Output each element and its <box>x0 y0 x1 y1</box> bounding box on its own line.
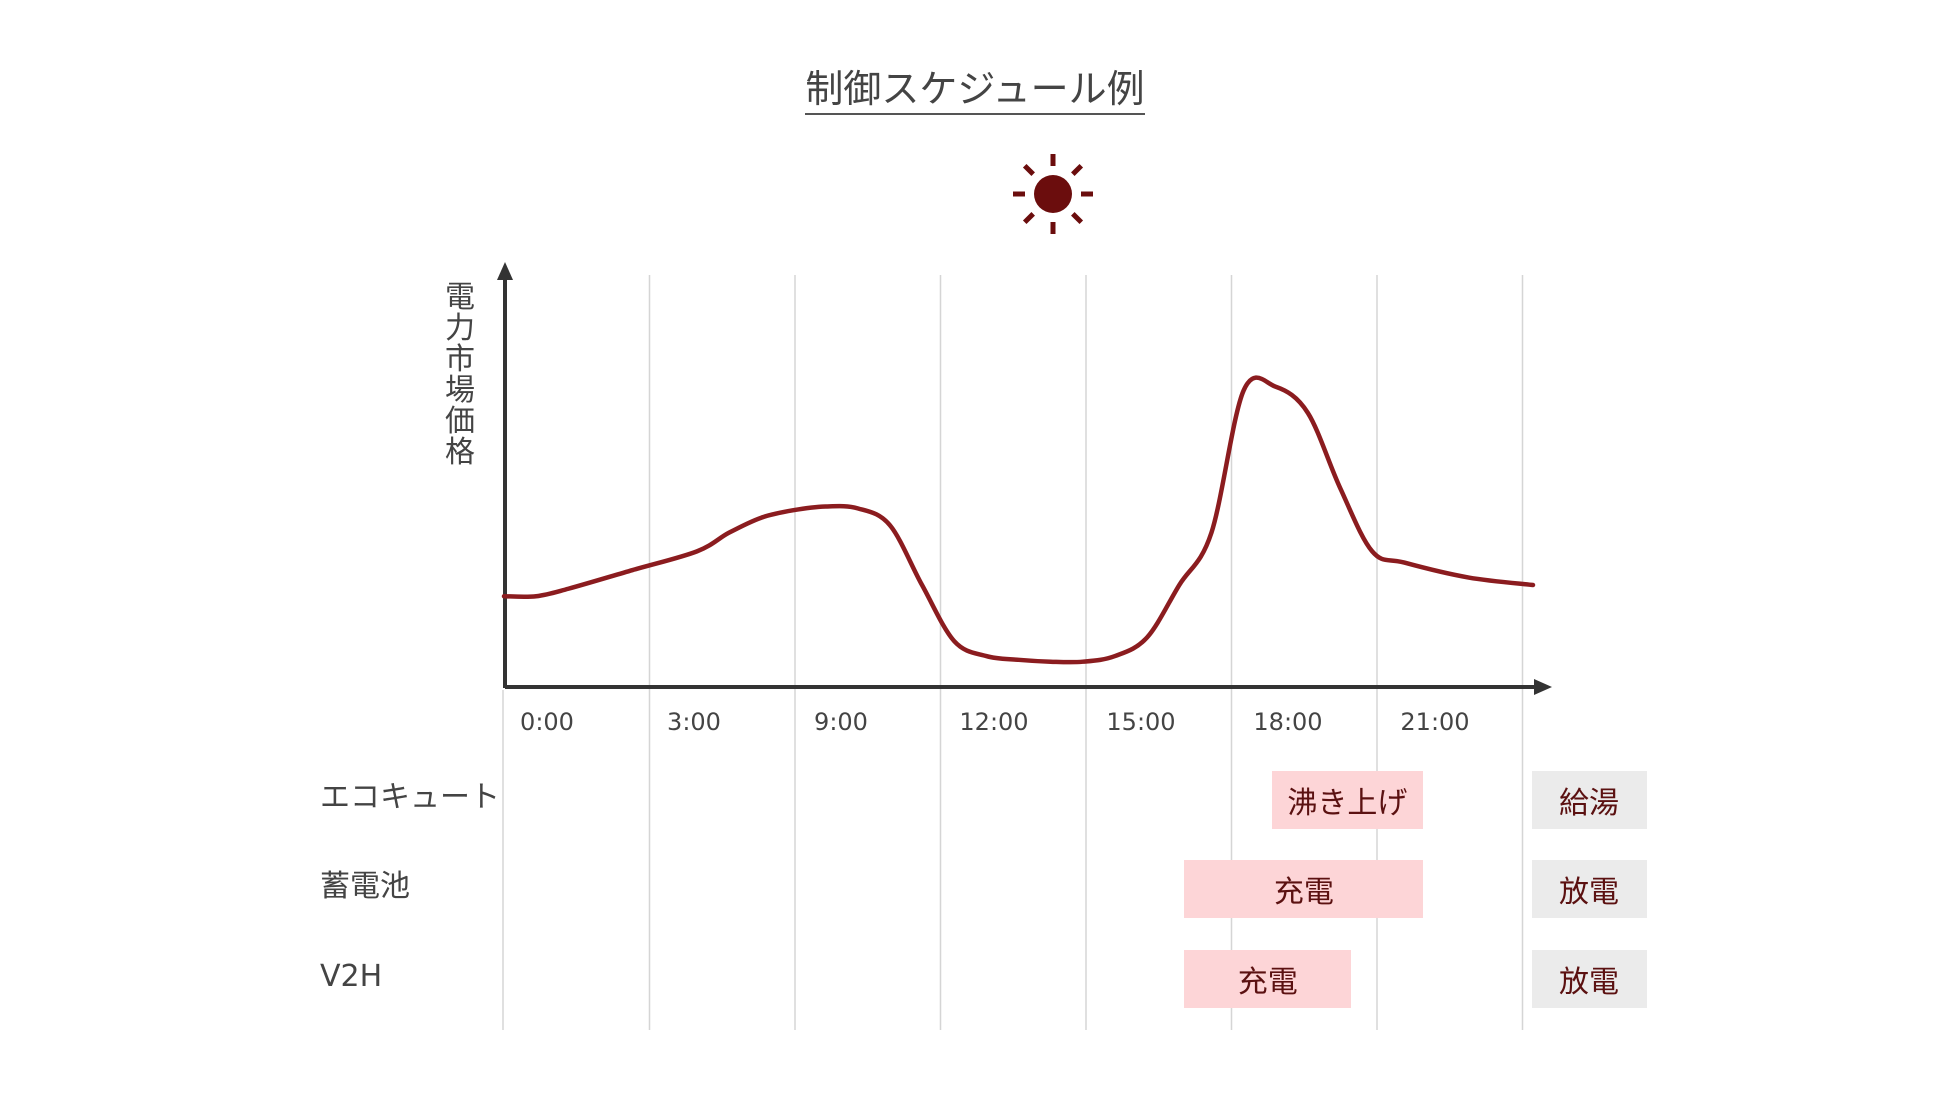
y-axis-label: 電力市場価格 <box>445 280 475 470</box>
charge-block: 充電 <box>1184 950 1352 1008</box>
x-tick-label: 12:00 <box>959 708 1029 736</box>
discharge-block: 放電 <box>1531 860 1647 918</box>
x-tick-label: 21:00 <box>1400 708 1470 736</box>
sun-ray <box>1071 163 1084 176</box>
y-axis-arrow <box>497 262 513 280</box>
x-tick-label: 0:00 <box>520 708 574 736</box>
x-tick-label: 15:00 <box>1106 708 1176 736</box>
price-curve <box>501 375 1536 665</box>
row-label: 蓄電池 <box>320 869 410 904</box>
charge-block: 沸き上げ <box>1271 771 1424 829</box>
x-axis-arrow <box>1534 679 1552 695</box>
diagram-title-text: 制御スケジュール例 <box>805 67 1145 115</box>
diagram-title: 制御スケジュール例 <box>0 58 1950 115</box>
x-tick-label: 3:00 <box>667 708 721 736</box>
row-label: エコキュート <box>320 780 500 815</box>
sun-ray <box>1022 163 1035 176</box>
row-label: V2H <box>320 959 383 994</box>
discharge-block: 放電 <box>1531 950 1647 1008</box>
x-tick-label: 9:00 <box>814 708 868 736</box>
sun-ray <box>1022 212 1035 225</box>
sun-ray <box>1071 212 1084 225</box>
x-tick-label: 18:00 <box>1253 708 1323 736</box>
sun-icon <box>1034 175 1072 213</box>
discharge-block: 給湯 <box>1531 771 1647 829</box>
charge-block: 充電 <box>1184 860 1424 918</box>
